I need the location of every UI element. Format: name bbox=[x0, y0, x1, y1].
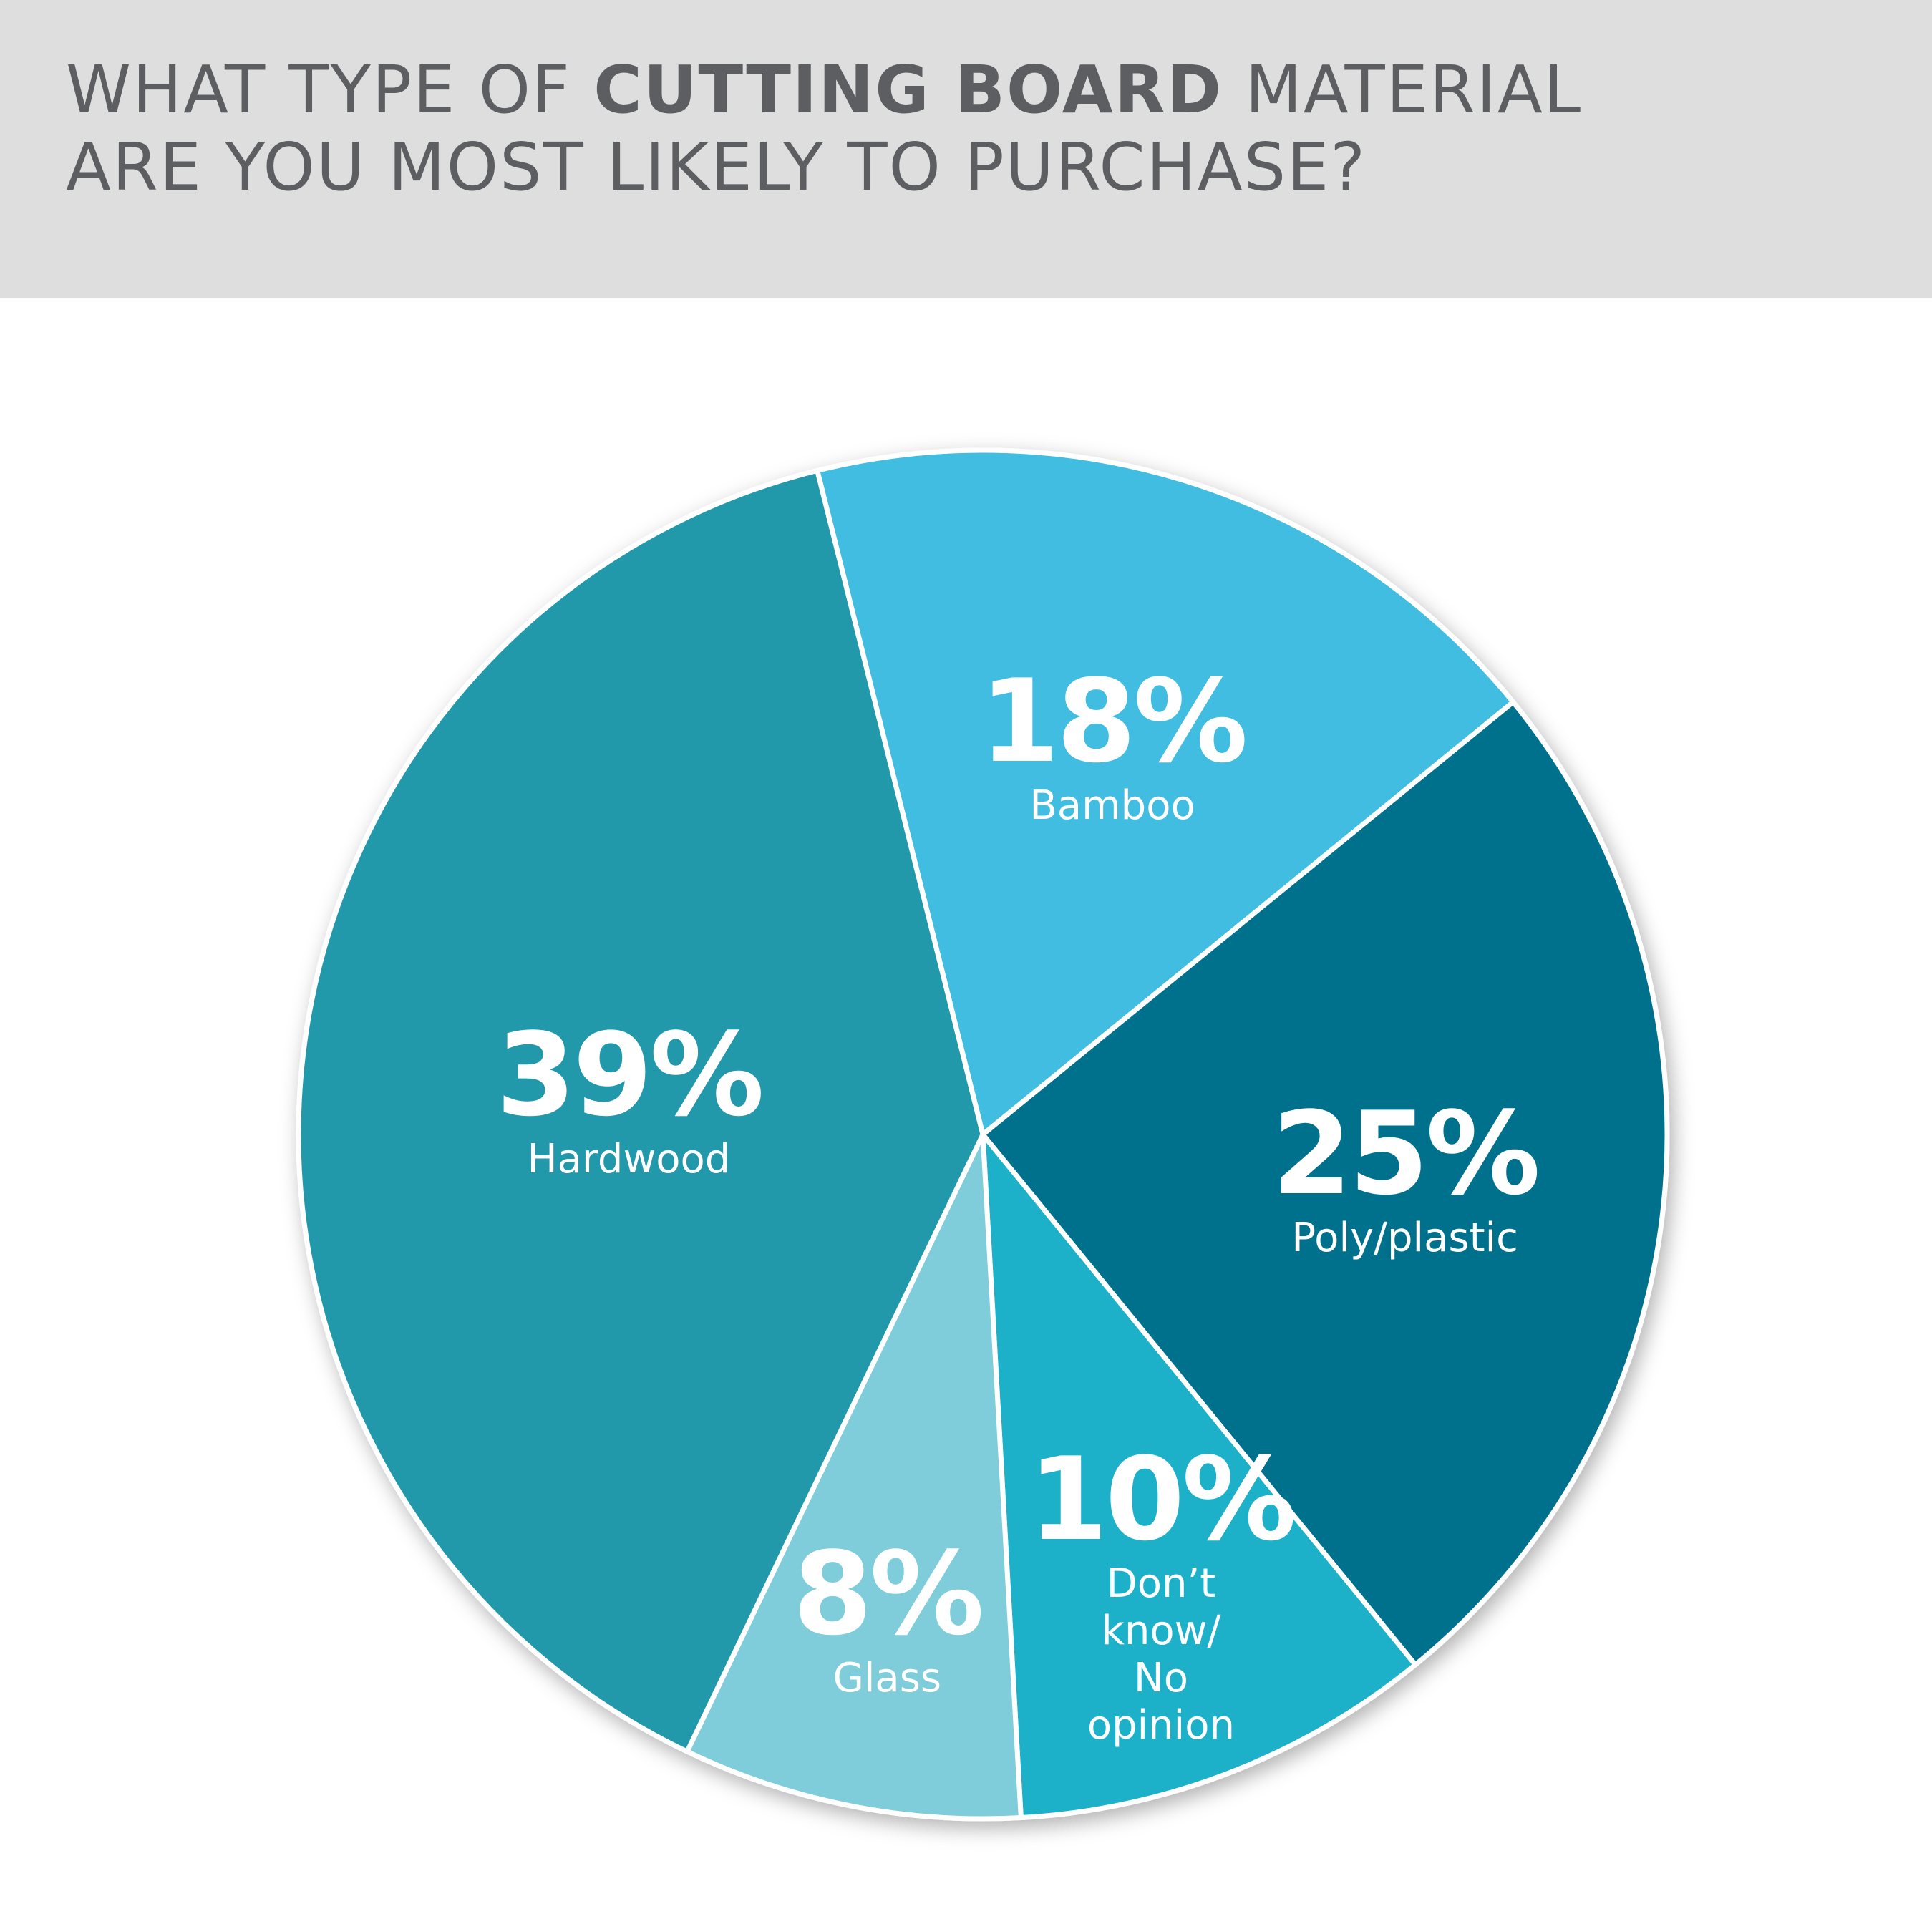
category-label: Hardwood bbox=[527, 1135, 731, 1182]
title-band: WHAT TYPE OF CUTTING BOARD MATERIAL ARE Y… bbox=[0, 0, 1932, 298]
slice bbox=[684, 1132, 1024, 1822]
slice-label: 39% Hardwood bbox=[495, 1007, 764, 1183]
value-label: 39% bbox=[495, 1007, 764, 1142]
slice-label: 25% Poly/plastic bbox=[1272, 1086, 1540, 1262]
slice bbox=[980, 699, 1670, 1668]
slice-label: 10% Don’t know/ No opinion bbox=[1028, 1432, 1296, 1749]
category-label: Poly/plastic bbox=[1291, 1214, 1518, 1261]
value-label: 18% bbox=[979, 653, 1248, 788]
value-label: 8% bbox=[792, 1527, 984, 1661]
category-label: Glass bbox=[832, 1655, 942, 1702]
slice bbox=[815, 447, 1516, 1137]
chart-title: WHAT TYPE OF CUTTING BOARD MATERIAL ARE Y… bbox=[66, 52, 1582, 206]
value-label: 25% bbox=[1272, 1086, 1540, 1220]
title-part: MATERIAL bbox=[1223, 52, 1583, 128]
slice bbox=[980, 1132, 1418, 1821]
slice-label: 8% Glass bbox=[792, 1527, 984, 1702]
slice-label: 18% Bamboo bbox=[979, 653, 1248, 830]
pie bbox=[296, 447, 1670, 1822]
value-label: 10% bbox=[1028, 1432, 1296, 1566]
title-emphasis: CUTTING BOARD bbox=[593, 52, 1223, 128]
category-label: Don’t know/ No opinion bbox=[1087, 1560, 1235, 1749]
title-part: WHAT TYPE OF bbox=[66, 52, 594, 128]
title-part: ARE YOU MOST LIKELY TO PURCHASE? bbox=[66, 129, 1367, 205]
category-label: Bamboo bbox=[1029, 782, 1195, 829]
slice bbox=[296, 467, 986, 1754]
